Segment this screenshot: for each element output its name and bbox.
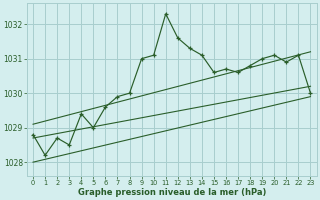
X-axis label: Graphe pression niveau de la mer (hPa): Graphe pression niveau de la mer (hPa) <box>77 188 266 197</box>
